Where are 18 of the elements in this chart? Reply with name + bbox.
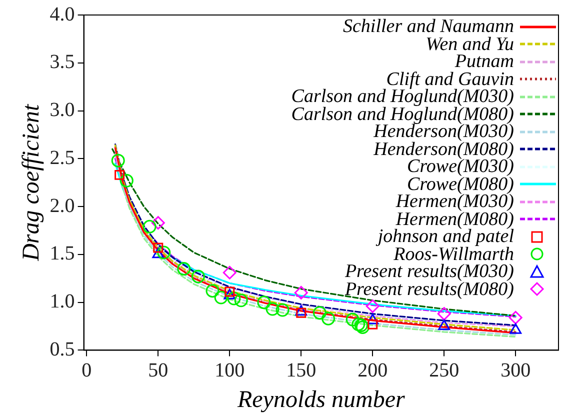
- x-tick-label: 300: [500, 359, 531, 382]
- x-tick-label: 250: [429, 359, 460, 382]
- x-tick-label: 100: [214, 359, 245, 382]
- x-tick-label: 50: [148, 359, 168, 382]
- y-tick-label: 4.0: [50, 3, 75, 26]
- y-axis-title: Drag coefficient: [18, 102, 45, 262]
- x-tick-label: 150: [286, 359, 316, 382]
- y-tick-label: 1.5: [50, 242, 75, 265]
- y-tick-label: 2.5: [50, 146, 75, 169]
- y-tick-label: 3.0: [50, 99, 75, 122]
- y-tick-label: 3.5: [50, 51, 75, 74]
- x-axis-title: Reynolds number: [236, 386, 406, 413]
- y-tick-label: 2.0: [50, 194, 75, 217]
- x-tick-label: 200: [358, 359, 388, 382]
- x-tick-label: 0: [82, 359, 92, 382]
- y-tick-label: 0.5: [50, 338, 75, 360]
- y-tick-label: 1.0: [50, 290, 75, 313]
- legend-label: Present results(M030): [344, 261, 514, 282]
